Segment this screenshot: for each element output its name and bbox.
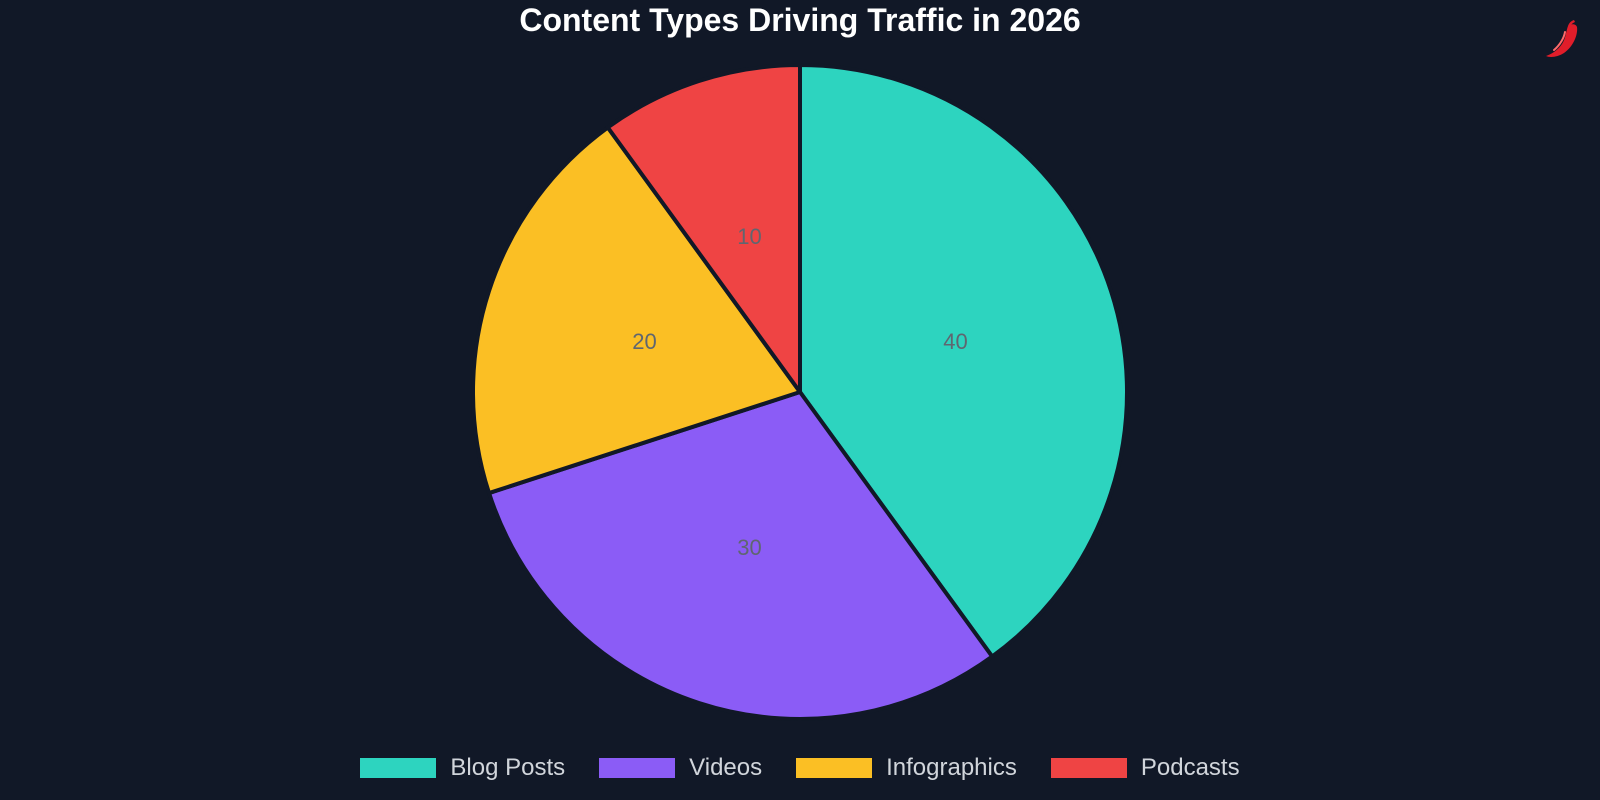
pie-slice-blog-posts[interactable] — [798, 63, 1129, 659]
legend-swatch — [360, 758, 437, 778]
legend-item-videos[interactable]: Videos — [599, 754, 762, 782]
pie-slice-podcasts[interactable] — [605, 63, 802, 394]
legend-label: Blog Posts — [450, 754, 566, 781]
legend: Blog Posts Videos Infographics Podcasts — [0, 748, 1600, 788]
legend-label: Podcasts — [1140, 754, 1240, 781]
data-label-blog-posts: 40 — [943, 329, 967, 354]
data-label-videos: 30 — [737, 535, 761, 560]
pie-slices — [471, 63, 1129, 721]
data-label-podcasts: 10 — [737, 224, 761, 249]
legend-swatch — [1050, 758, 1127, 778]
chili-pepper-icon — [1546, 20, 1578, 57]
pie-slice-infographics[interactable] — [471, 125, 802, 496]
legend-swatch — [599, 758, 676, 778]
legend-item-podcasts[interactable]: Podcasts — [1050, 754, 1240, 782]
data-label-infographics: 20 — [632, 329, 656, 354]
pie-data-labels: 40 30 20 10 — [632, 224, 967, 560]
legend-label: Videos — [689, 754, 763, 781]
legend-item-infographics[interactable]: Infographics — [796, 754, 1017, 782]
legend-label: Infographics — [886, 754, 1017, 781]
pie-slice-videos[interactable] — [487, 390, 995, 721]
legend-swatch — [796, 758, 873, 778]
legend-item-blog-posts[interactable]: Blog Posts — [360, 754, 565, 782]
chart-title: Content Types Driving Traffic in 2026 — [519, 2, 1081, 38]
